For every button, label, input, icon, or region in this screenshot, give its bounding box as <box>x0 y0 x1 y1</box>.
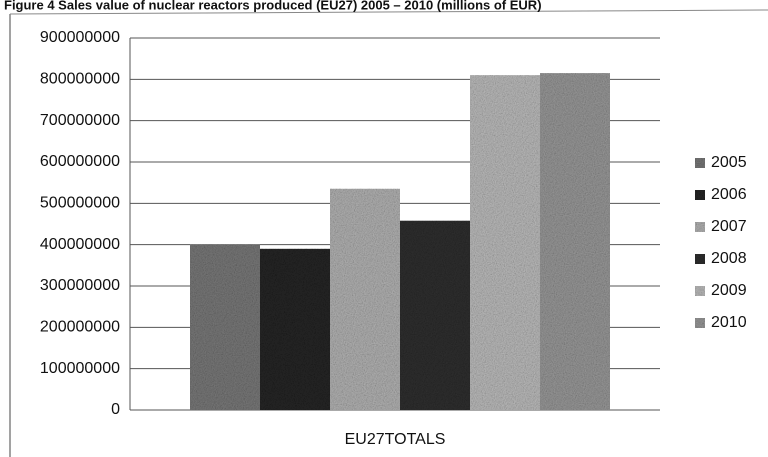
y-tick-label: 700000000 <box>40 112 120 129</box>
legend-label: 2007 <box>711 218 747 235</box>
y-tick-label: 100000000 <box>40 360 120 377</box>
legend-label: 2008 <box>711 250 747 267</box>
legend-swatch <box>695 158 705 168</box>
x-tick-label: EU27TOTALS <box>345 431 446 448</box>
legend-swatch <box>695 190 705 200</box>
legend-swatch <box>695 286 705 296</box>
legend-label: 2009 <box>711 282 747 299</box>
frame-line <box>9 9 768 15</box>
y-tick-label: 300000000 <box>40 277 120 294</box>
bar <box>540 73 610 410</box>
bar <box>400 220 470 410</box>
bar <box>260 248 330 410</box>
legend-swatch <box>695 318 705 328</box>
chart-title: Figure 4 Sales value of nuclear reactors… <box>4 0 542 12</box>
y-tick-label: 800000000 <box>40 71 120 88</box>
bar <box>190 244 260 410</box>
legend-label: 2005 <box>711 154 747 171</box>
bar <box>470 75 540 410</box>
legend-swatch <box>695 254 705 264</box>
y-tick-label: 500000000 <box>40 195 120 212</box>
legend-label: 2006 <box>711 186 747 203</box>
y-tick-label: 200000000 <box>40 319 120 336</box>
y-tick-label: 0 <box>111 401 120 418</box>
y-tick-label: 900000000 <box>40 29 120 46</box>
y-tick-label: 400000000 <box>40 236 120 253</box>
legend-swatch <box>695 222 705 232</box>
y-tick-label: 600000000 <box>40 153 120 170</box>
legend-label: 2010 <box>711 314 747 331</box>
bar <box>330 188 400 410</box>
